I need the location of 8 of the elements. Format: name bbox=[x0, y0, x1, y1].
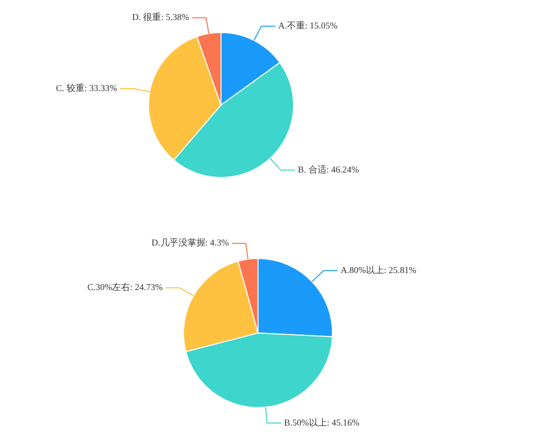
slice-label: A.不重: 15.05% bbox=[278, 20, 338, 31]
slice-label: D.几乎没掌握: 4.3% bbox=[152, 238, 230, 248]
slice-label: A.80%以上: 25.81% bbox=[340, 265, 417, 276]
slice-label: C.30%左右: 24.73% bbox=[87, 282, 164, 292]
slice-label: C. 较重: 33.33% bbox=[56, 83, 118, 94]
slice-label: D. 很重: 5.38% bbox=[132, 12, 190, 22]
slice-label: B. 合适: 46.24% bbox=[298, 164, 360, 175]
slice-label: B.50%以上: 45.16% bbox=[284, 417, 360, 428]
